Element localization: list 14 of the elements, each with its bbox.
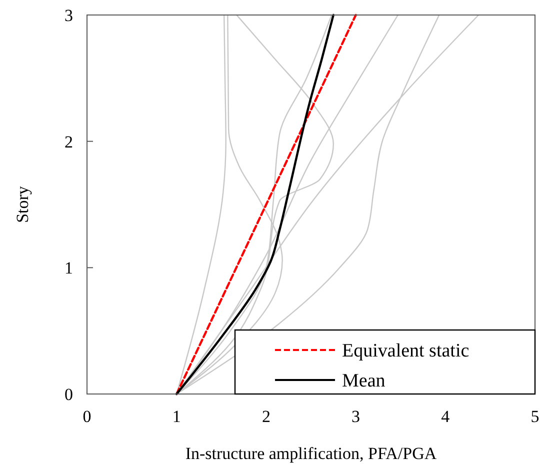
y-tick-label: 3	[64, 6, 73, 25]
y-tick-label: 0	[64, 384, 73, 404]
y-axis-title: Story	[13, 186, 32, 223]
x-tick-label: 0	[82, 407, 92, 426]
x-tick-label: 2	[262, 407, 270, 426]
x-tick-label: 5	[530, 407, 540, 426]
x-tick-label: 1	[172, 407, 181, 426]
legend-label: Equivalent static	[342, 340, 470, 362]
y-tick-label: 2	[64, 132, 73, 152]
y-tick-label: 1	[64, 258, 73, 278]
x-axis-title: In-structure amplification, PFA/PGA	[185, 444, 438, 463]
legend-label: Mean	[342, 370, 386, 392]
x-tick-label: 4	[441, 407, 450, 426]
x-tick-label: 3	[352, 407, 360, 426]
